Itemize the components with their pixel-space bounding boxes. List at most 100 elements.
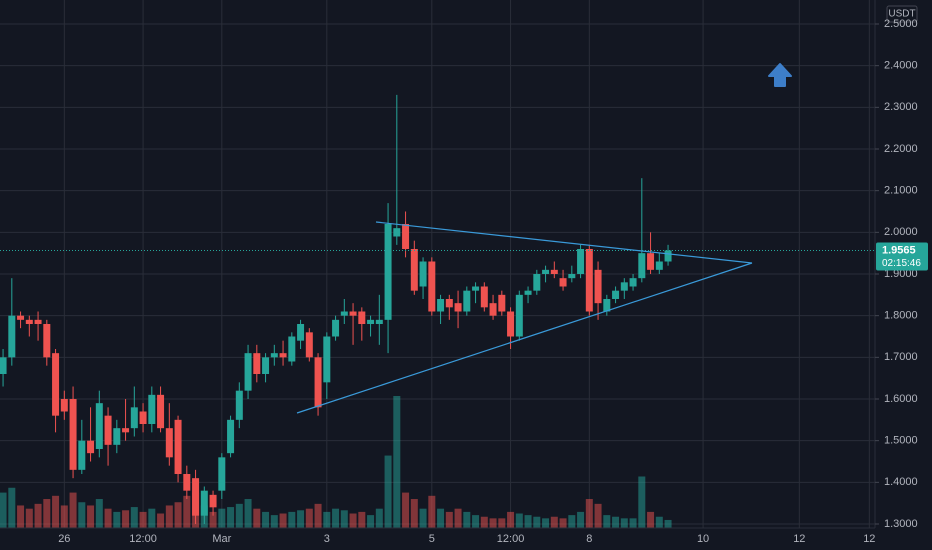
candle-body [612,290,620,299]
volume-bar [480,516,488,528]
volume-bar [262,511,270,528]
y-tick-label: 2.4000 [884,60,918,72]
candle-body [157,394,165,429]
x-tick-label: 12:00 [129,533,157,545]
candle-body [288,336,296,362]
volume-bar [437,508,445,528]
volume-bar [577,511,585,528]
currency-label: USDT [888,9,915,20]
volume-bar [638,476,646,528]
candle-body [445,299,453,308]
candle-body [542,269,550,274]
candle-body [17,315,25,320]
x-tick-label: 12:00 [497,533,525,545]
triangle-upper-line[interactable] [375,221,753,264]
volume-bar [288,511,296,528]
volume-bar [148,508,156,528]
volume-bar [314,503,322,528]
candle-body [235,390,243,420]
y-tick-label: 2.3000 [884,101,918,113]
arrow-up-icon[interactable] [768,63,792,87]
y-tick-label: 1.7000 [884,351,918,363]
volume-bar [612,516,620,528]
volume-bar [533,516,541,528]
volume-bar [253,508,261,528]
volume-bar [629,518,637,528]
candle-body [340,311,348,316]
volume-bar [332,508,340,528]
x-tick-label: Mar [212,533,231,545]
volume-bar [113,511,121,528]
time-axis [0,528,932,550]
y-tick-label: 2.2000 [884,143,918,155]
volume-bar [585,499,593,528]
candle-body [498,294,506,312]
candle-body [95,403,103,449]
volume-bar [139,511,147,528]
y-tick-label: 1.9000 [884,268,918,280]
candle-body [253,353,261,374]
volume-bar [235,503,243,528]
volume-bar [559,518,567,528]
candle-body [8,315,16,358]
candle-body [472,286,480,291]
candle-body [122,428,130,433]
candle-body [279,353,287,358]
volume-bar [367,515,375,528]
x-tick-label: 3 [324,533,330,545]
volume-bar [498,518,506,528]
x-tick-label: 10 [697,533,709,545]
volume-bar [95,499,103,528]
last-price-badge [876,242,928,271]
volume-bar [8,487,16,528]
candle-body [349,311,357,316]
volume-bar [384,455,392,528]
candle-body [664,250,672,262]
overlay-layer: 1.3000 1.4000 1.5000 1.6000 1.7000 1.8000 1.90… [58,18,928,545]
volume-bar [393,396,401,528]
candle-body [262,357,270,374]
volume-bar [515,513,523,528]
candle-body [52,353,60,416]
volume-bar [52,495,60,528]
candle-body [533,274,541,291]
volume-bar [122,510,130,528]
candle-body [384,224,392,320]
volume-bar [209,511,217,528]
volume-bar [305,508,313,528]
volume-bar [647,511,655,528]
volume-bar [270,515,278,528]
candle-body [323,336,331,383]
volume-bar [402,492,410,528]
volume-bar [104,508,112,528]
volume-bar [34,503,42,528]
candle-body [200,490,208,516]
candle-body [655,261,663,270]
volume-bar [550,516,558,528]
volume-bar [428,495,436,528]
candle-body [577,249,585,274]
candle-body [603,299,611,312]
candle-body [367,319,375,324]
y-tick-label: 1.3000 [884,518,918,530]
countdown-label: 02:15:46 [882,258,921,269]
candle-body [489,303,497,316]
candle-body [43,324,51,358]
grid [0,0,875,528]
candle-body [34,319,42,324]
candle-body [244,353,252,391]
candle-body [559,278,567,287]
candle-body [332,319,340,337]
volume-bar [655,516,663,528]
volume-bar [620,518,628,528]
candle-body [104,415,112,445]
candle-body [402,224,410,249]
volume-bar [410,499,418,528]
triangle-lower-line[interactable] [296,262,753,414]
volume-bar [218,508,226,528]
y-tick-label: 2.0000 [884,226,918,238]
candle-body [358,311,366,324]
volume-bar [349,513,357,528]
volume-bar [445,511,453,528]
